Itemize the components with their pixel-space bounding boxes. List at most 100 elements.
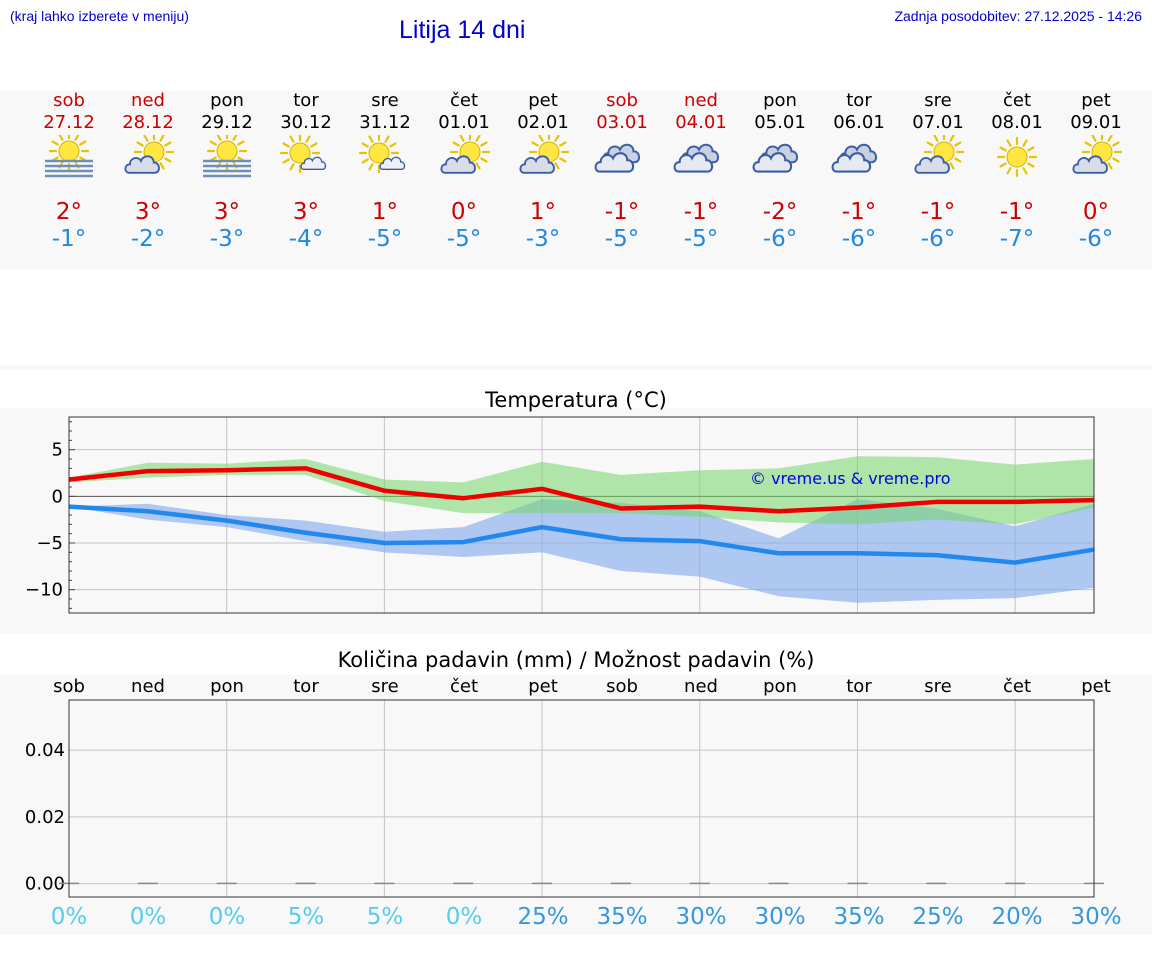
precip-day-label: sre [924, 676, 952, 697]
day-name: čet [449, 90, 479, 111]
min-temp: -6° [1078, 226, 1114, 252]
min-temp: -6° [841, 226, 877, 252]
last-updated: Zadnja posodobitev: 27.12.2025 - 14:26 [894, 8, 1142, 24]
max-temp: 3° [292, 199, 320, 225]
day-date: 31.12 [359, 112, 411, 133]
sun-small-cloud-icon [355, 132, 415, 180]
precip-chance: 30% [754, 904, 806, 930]
precip-day-label: tor [293, 676, 319, 697]
sun-small-cloud-icon [276, 132, 336, 180]
precip-chance: 35% [596, 904, 648, 930]
sun-cloud-icon [1066, 131, 1126, 180]
precip-day-label: tor [846, 676, 872, 697]
precip-chance: 30% [1070, 904, 1122, 930]
precip-day-label: ned [684, 676, 718, 697]
max-temp: -1° [683, 199, 719, 225]
min-temp: -5° [446, 226, 482, 252]
min-temp: -5° [367, 226, 403, 252]
day-date: 08.01 [991, 112, 1043, 133]
band-divider [0, 365, 1152, 370]
day-date: 01.01 [438, 112, 490, 133]
min-temp: -1° [51, 226, 87, 252]
precip-chart-title: Količina padavin (mm) / Možnost padavin … [337, 648, 815, 672]
day-date: 28.12 [122, 112, 174, 133]
day-name: sob [53, 90, 85, 111]
day-date: 05.01 [754, 112, 806, 133]
max-temp: 3° [134, 199, 162, 225]
temperature-chart-title: Temperatura (°C) [485, 388, 667, 412]
min-temp: -6° [920, 226, 956, 252]
precip-chance: 0% [445, 904, 483, 930]
forecast-band [0, 90, 1152, 270]
cloudy-icon [592, 135, 652, 180]
day-date: 29.12 [201, 112, 253, 133]
precip-band [0, 675, 1152, 935]
sun-icon [987, 135, 1047, 180]
sun-cloud-icon [513, 131, 573, 180]
day-name: sre [924, 90, 952, 111]
day-date: 02.01 [517, 112, 569, 133]
precip-chance: 0% [129, 904, 167, 930]
max-temp: -1° [999, 199, 1035, 225]
day-name: tor [846, 90, 872, 111]
precip-day-label: pet [528, 676, 558, 697]
precip-day-label: pon [210, 676, 244, 697]
day-date: 03.01 [596, 112, 648, 133]
max-temp: -1° [841, 199, 877, 225]
precip-chance: 20% [991, 904, 1043, 930]
day-name: ned [684, 90, 718, 111]
day-name: čet [1002, 90, 1032, 111]
day-name: ned [131, 90, 165, 111]
day-date: 09.01 [1070, 112, 1122, 133]
day-date: 30.12 [280, 112, 332, 133]
day-name: sob [606, 90, 638, 111]
precip-day-label: sob [606, 676, 638, 697]
max-temp: 0° [450, 199, 478, 225]
day-name: pet [1081, 90, 1111, 111]
precip-chance: 35% [833, 904, 885, 930]
max-temp: -1° [604, 199, 640, 225]
cloudy-icon [671, 135, 731, 180]
precip-chance: 0% [50, 904, 88, 930]
day-date: 06.01 [833, 112, 885, 133]
precip-day-label: ned [131, 676, 165, 697]
day-name: pon [210, 90, 244, 111]
min-temp: -5° [604, 226, 640, 252]
min-temp: -6° [762, 226, 798, 252]
precip-chance: 30% [675, 904, 727, 930]
min-temp: -2° [130, 226, 166, 252]
min-temp: -7° [999, 226, 1035, 252]
sun-cloud-icon [434, 131, 494, 180]
day-date: 07.01 [912, 112, 964, 133]
cloudy-icon [750, 135, 810, 180]
precip-chance: 5% [287, 904, 325, 930]
location-hint: (kraj lahko izberete v meniju) [10, 8, 189, 24]
precip-day-label: čet [1002, 676, 1032, 697]
precip-day-label: čet [449, 676, 479, 697]
page-title: Litija 14 dni [399, 16, 526, 44]
min-temp: -3° [209, 226, 245, 252]
day-name: sre [371, 90, 399, 111]
day-name: tor [293, 90, 319, 111]
max-temp: 1° [371, 199, 399, 225]
max-temp: -1° [920, 199, 956, 225]
precip-chance: 0% [208, 904, 246, 930]
sun-fog-icon [197, 130, 257, 180]
day-name: pon [763, 90, 797, 111]
max-temp: -2° [762, 199, 798, 225]
precip-day-label: sre [371, 676, 399, 697]
min-temp: -3° [525, 226, 561, 252]
day-name: pet [528, 90, 558, 111]
sun-cloud-icon [908, 131, 968, 180]
precip-chance: 25% [912, 904, 964, 930]
precip-day-label: sob [53, 676, 85, 697]
day-date: 04.01 [675, 112, 727, 133]
precip-day-label: pon [763, 676, 797, 697]
sun-fog-icon [39, 130, 99, 180]
max-temp: 1° [529, 199, 557, 225]
max-temp: 3° [213, 199, 241, 225]
sun-cloud-icon [118, 131, 178, 180]
max-temp: 2° [55, 199, 83, 225]
day-date: 27.12 [43, 112, 95, 133]
precip-day-label: pet [1081, 676, 1111, 697]
